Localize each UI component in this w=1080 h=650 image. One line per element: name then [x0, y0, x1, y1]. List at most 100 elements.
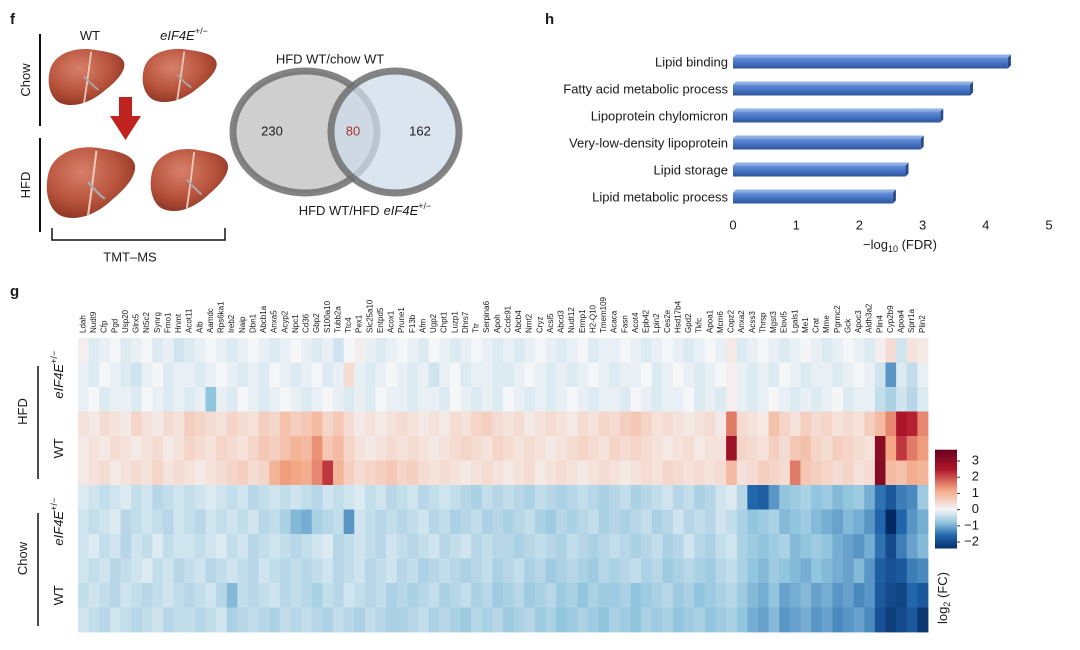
heatmap-cell: [641, 583, 653, 608]
liver-image: [47, 47, 126, 106]
heatmap-cell: [641, 387, 653, 412]
heatmap-cell: [428, 485, 440, 510]
heatmap-cell: [556, 607, 568, 633]
heatmap-cell: [896, 509, 908, 535]
heatmap-cell: [418, 460, 430, 486]
liver-image: [141, 47, 218, 103]
heatmap-cell: [641, 558, 653, 584]
heatmap-cell: [726, 509, 738, 535]
heatmap-cell: [311, 607, 323, 633]
venn-count: 80: [346, 123, 360, 138]
heatmap-cell: [152, 583, 164, 608]
gene-label: Fasn: [620, 315, 629, 333]
heatmap-cell: [906, 387, 918, 412]
heatmap-cell: [481, 436, 493, 461]
heatmap-cell: [163, 534, 175, 559]
bar: [733, 111, 941, 123]
heatmap-cell: [896, 534, 908, 559]
heatmap-cell: [226, 411, 238, 437]
heatmap-cell: [78, 583, 90, 608]
heatmap-cell: [651, 558, 663, 584]
heatmap-cell: [99, 485, 111, 510]
heatmap-cell: [811, 411, 823, 437]
heatmap-cell: [216, 460, 228, 486]
heatmap-cell: [747, 485, 759, 510]
heatmap-cell: [896, 558, 908, 584]
heatmap-cell: [800, 436, 812, 461]
heatmap-cell: [120, 485, 132, 510]
heatmap-cell: [598, 607, 610, 633]
heatmap-cell: [768, 558, 780, 584]
heatmap-cell: [747, 534, 759, 559]
panel-letter: h: [545, 11, 554, 28]
heatmap-cell: [109, 387, 121, 412]
heatmap-cell: [184, 558, 196, 584]
heatmap-cell: [726, 362, 738, 388]
gene-label: Cd36: [302, 313, 311, 333]
heatmap-cell: [630, 534, 642, 559]
heatmap-cell: [279, 485, 291, 510]
heatmap-cell: [566, 387, 578, 412]
heatmap-cell: [864, 583, 876, 608]
gene-label: Npc1: [291, 314, 300, 333]
row-subgroup-label-part: WT: [51, 585, 66, 605]
heatmap-cell: [896, 387, 908, 412]
heatmap-cell: [726, 558, 738, 584]
heatmap-cell: [811, 362, 823, 388]
heatmap-cell: [577, 362, 589, 388]
bar-depth: [892, 189, 896, 204]
heatmap-cell: [800, 485, 812, 510]
category-label: Lipoprotein chylomicron: [591, 108, 728, 123]
heatmap-cell: [258, 411, 270, 437]
colorbar-tick-label: 2: [972, 469, 979, 484]
heatmap-cell: [811, 387, 823, 412]
gene-label: Apoc3: [854, 310, 863, 333]
heatmap-cell: [248, 362, 260, 388]
heatmap-cell: [471, 558, 483, 584]
heatmap-cell: [789, 362, 801, 388]
heatmap-cell: [354, 534, 366, 559]
heatmap-cell: [109, 362, 121, 388]
heatmap-cell: [619, 607, 631, 633]
heatmap-cell: [673, 338, 685, 363]
heatmap-cell: [885, 509, 897, 535]
heatmap-cell: [449, 460, 461, 486]
heatmap-cell: [704, 607, 716, 633]
heatmap-cell: [917, 583, 929, 608]
heatmap-cell: [534, 558, 546, 584]
heatmap-cell: [237, 485, 249, 510]
heatmap-cell: [301, 485, 313, 510]
heatmap-cell: [630, 436, 642, 461]
heatmap-cell: [109, 485, 121, 510]
heatmap-cell: [396, 607, 408, 633]
heatmap-cell: [375, 460, 387, 486]
gene-label: Acot11: [185, 308, 194, 333]
heatmap-cell: [832, 387, 844, 412]
gene-label: Entpd5: [376, 307, 385, 333]
heatmap-cell: [673, 583, 685, 608]
heatmap-cell: [258, 558, 270, 584]
heatmap-cell: [407, 362, 419, 388]
heatmap-cell: [428, 362, 440, 388]
heatmap-cell: [598, 583, 610, 608]
heatmap-cell: [874, 485, 886, 510]
heatmap-cell: [566, 509, 578, 535]
heatmap-cell: [651, 362, 663, 388]
heatmap-cell: [641, 362, 653, 388]
heatmap-cell: [598, 534, 610, 559]
heatmap-cell: [609, 362, 621, 388]
heatmap-cell: [269, 338, 281, 363]
heatmap-cell: [704, 509, 716, 535]
heatmap-cell: [396, 387, 408, 412]
heatmap-cell: [428, 460, 440, 486]
heatmap-cell: [428, 411, 440, 437]
heatmap-cell: [120, 583, 132, 608]
heatmap-cell: [885, 460, 897, 486]
heatmap-cell: [609, 509, 621, 535]
heatmap-cell: [588, 509, 600, 535]
heatmap-cell: [141, 485, 153, 510]
heatmap-cell: [163, 558, 175, 584]
heatmap-cell: [269, 362, 281, 388]
heatmap-cell: [439, 534, 451, 559]
